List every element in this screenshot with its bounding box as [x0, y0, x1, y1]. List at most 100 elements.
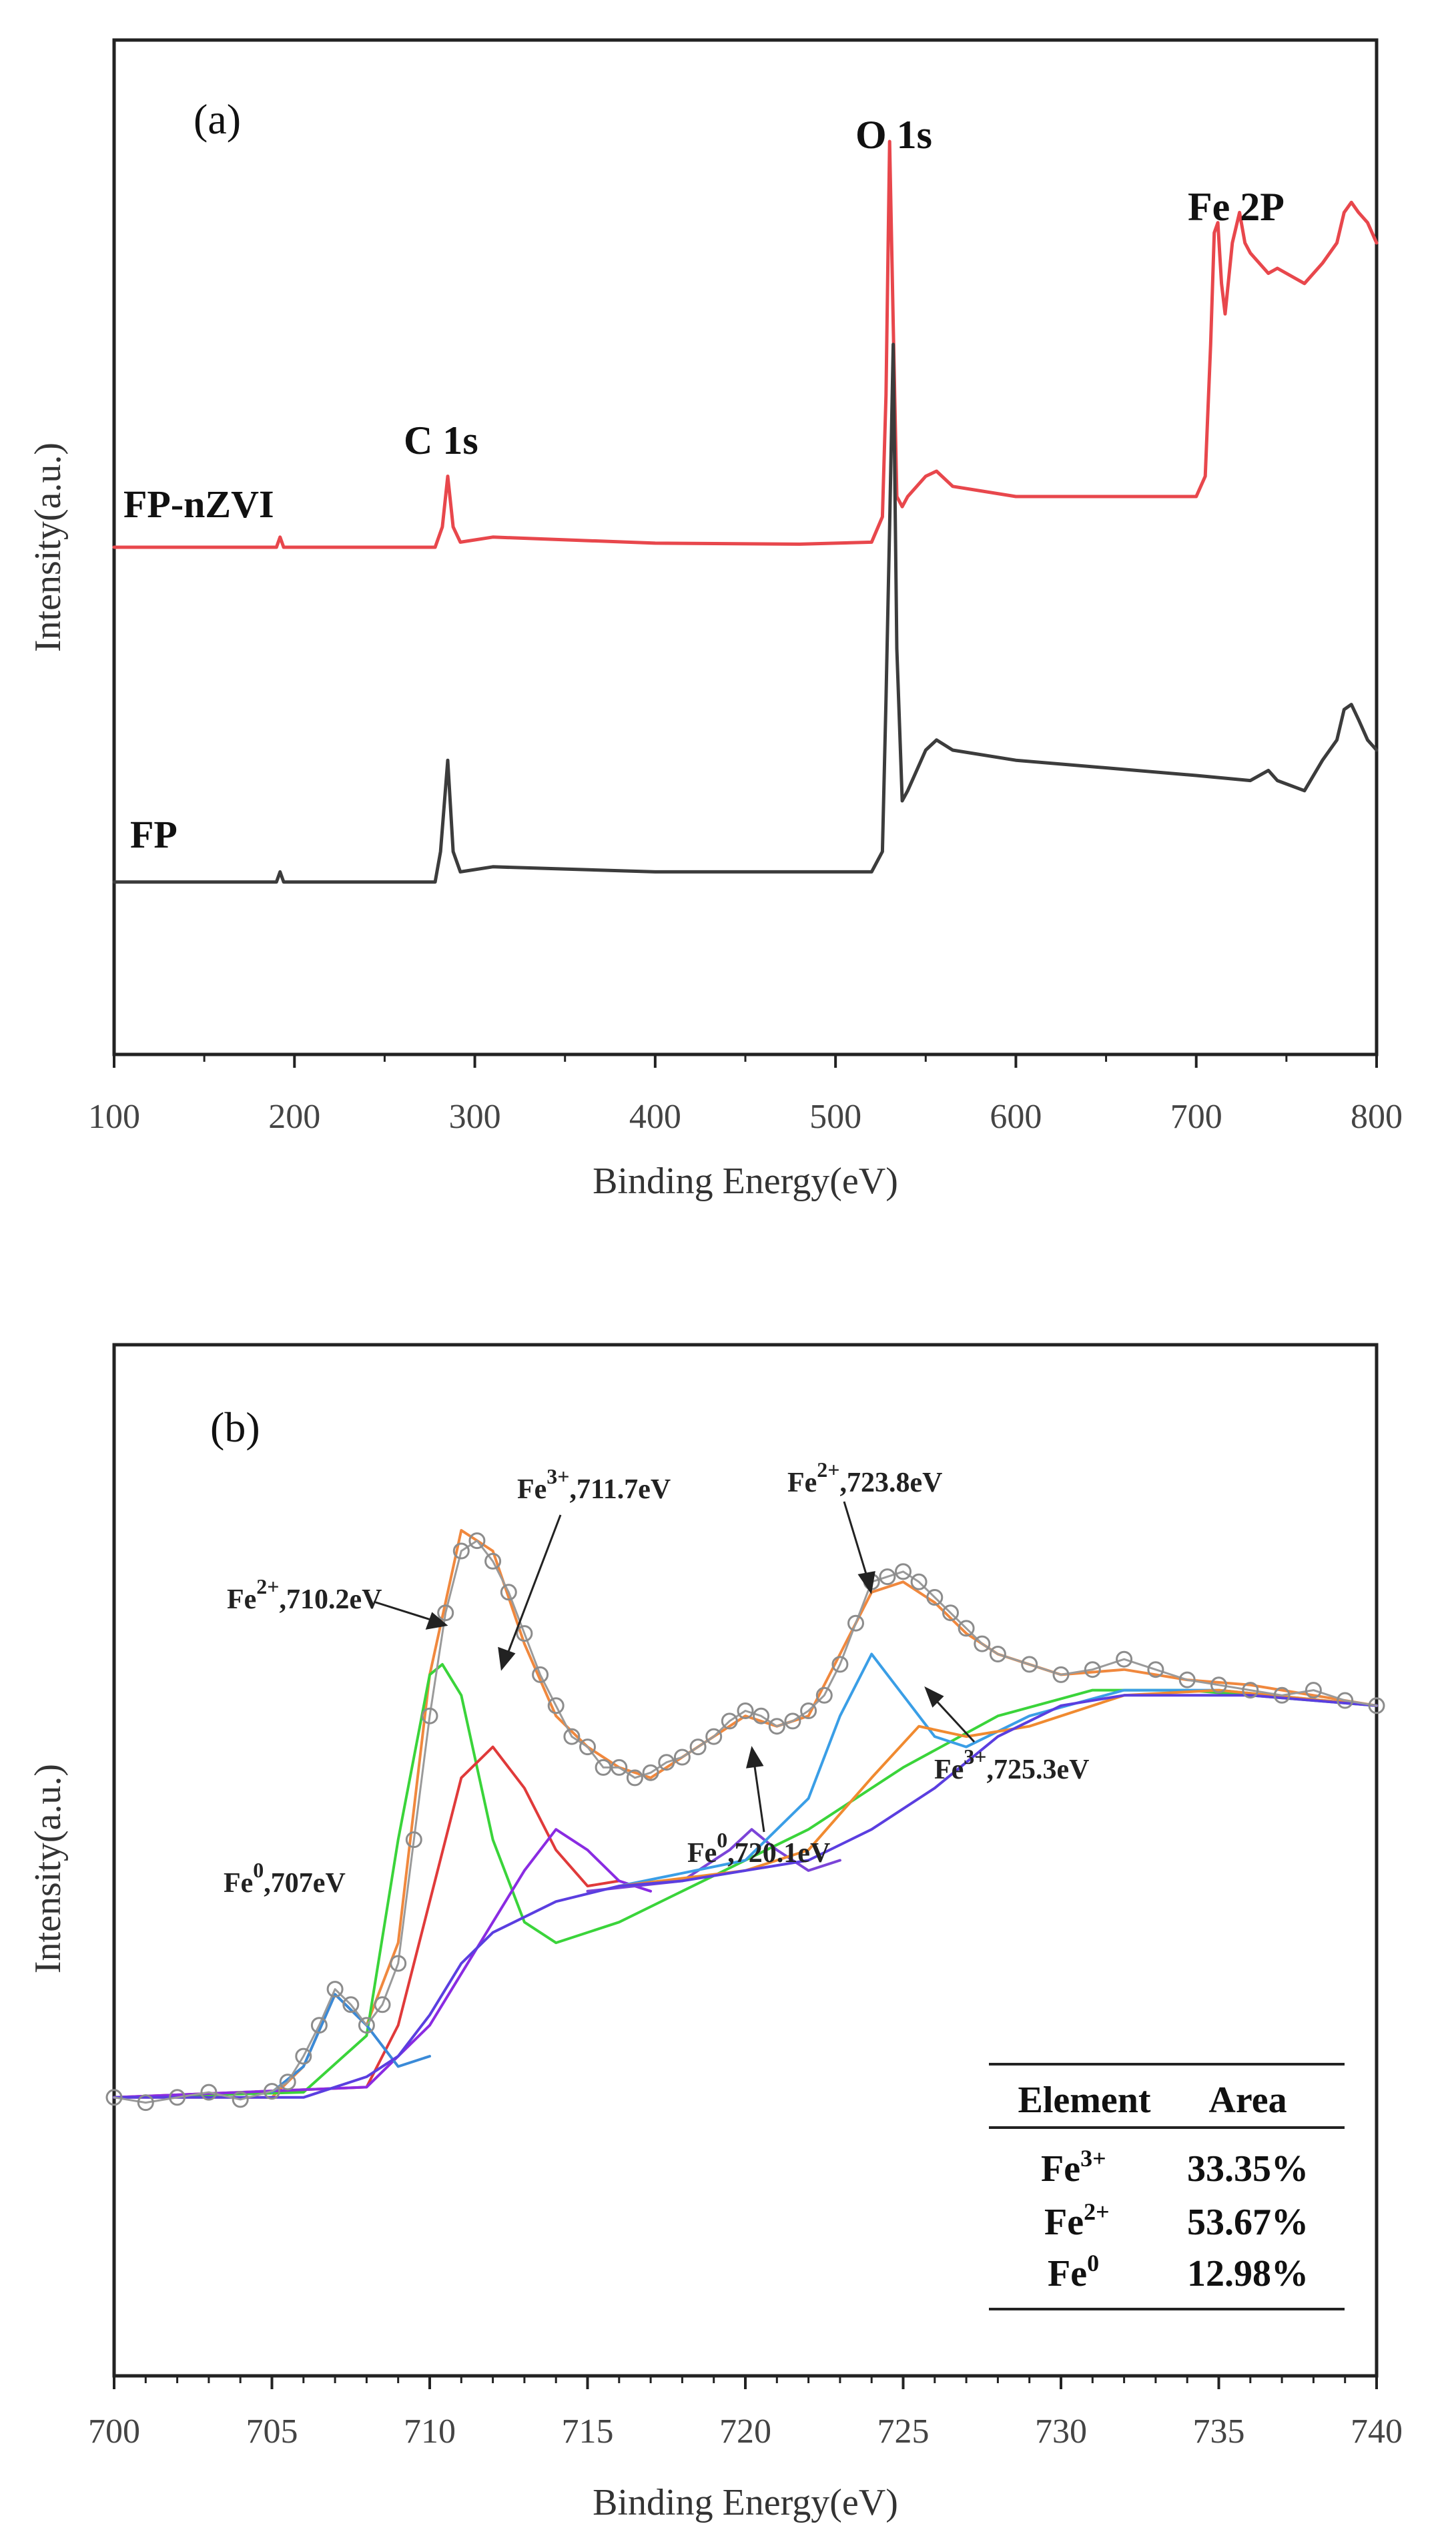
x-tick-label: 700: [88, 2413, 140, 2451]
annotation-arrows: [373, 1501, 976, 1833]
raw-data-point: [547, 1697, 565, 1714]
annotation-fe3-711: Fe3+,711.7eV: [517, 1464, 671, 1505]
raw-data-point: [1116, 1650, 1133, 1668]
raw-data-point: [1305, 1682, 1322, 1699]
raw-data-point: [516, 1625, 533, 1642]
area-table: Element Area Fe3+ 33.35% Fe2+ 53.67% Fe0…: [989, 2063, 1345, 2310]
annotation-fe2-723-ion: Fe: [787, 1468, 817, 1498]
raw-data-point: [1337, 1692, 1354, 1709]
raw-data-point: [673, 1749, 691, 1766]
series-line-fp: [112, 342, 1379, 884]
annotation-fe3-725-text: ,725.3eV: [987, 1755, 1090, 1785]
annotation-fe3-711-text: ,711.7eV: [570, 1474, 671, 1505]
annotation-fe3-711-ion: Fe: [517, 1474, 547, 1505]
raw-data-point: [753, 1707, 770, 1724]
panel-a-y-axis-title: Intensity(a.u.): [27, 442, 69, 652]
x-tick-label: 200: [268, 1098, 320, 1136]
raw-data-point: [1084, 1661, 1101, 1678]
series-line-fe2-710-2ev: [113, 1662, 1378, 2099]
raw-data-point: [405, 1831, 422, 1849]
raw-data-point: [1178, 1671, 1196, 1688]
raw-data-point: [279, 2074, 296, 2091]
arrow-fe3-725: [933, 1697, 976, 1743]
x-tick-label: 500: [809, 1098, 861, 1136]
annotation-fe2-710: Fe2+,710.2eV: [227, 1574, 382, 1615]
raw-data-point: [169, 2089, 186, 2106]
table-row-fe2-sup: 2+: [1084, 2198, 1110, 2225]
panel-b: (b) 700 705 710 715 720 725 730 735 740 Fe2+,710…: [27, 1343, 1403, 2523]
raw-data-point: [847, 1614, 864, 1632]
annotation-fe0-720-sup: 0: [717, 1828, 727, 1852]
annotation-fe2-723: Fe2+,723.8eV: [787, 1458, 943, 1498]
raw-data-point: [437, 1604, 454, 1622]
annotation-fe3-725: Fe3+,725.3eV: [934, 1745, 1090, 1785]
panel-b-y-axis-title: Intensity(a.u.): [27, 1764, 69, 1973]
panel-a-series: [112, 139, 1379, 884]
raw-data-point: [1273, 1686, 1291, 1704]
raw-data-point: [595, 1759, 612, 1776]
x-tick-label: 720: [719, 2413, 771, 2451]
raw-data-point: [310, 2017, 328, 2034]
raw-data-point: [1368, 1697, 1385, 1714]
panel-a-x-axis-title: Binding Energy(eV): [593, 1161, 898, 1202]
x-tick-label: 100: [88, 1098, 140, 1136]
raw-data-point: [626, 1769, 643, 1787]
raw-data-point: [421, 1707, 438, 1724]
series-label-fp-nzvi: FP-nZVI: [123, 483, 274, 526]
arrow-fe2-710: [373, 1600, 438, 1623]
table-row-fe0-area: 12.98%: [1187, 2253, 1309, 2294]
series-line-raw-data: [113, 1540, 1378, 2104]
raw-data-point: [879, 1568, 896, 1586]
annotation-fe0-720-text: ,720.1eV: [727, 1838, 830, 1869]
raw-data-point: [264, 2083, 280, 2100]
x-tick-label: 400: [629, 1098, 681, 1136]
raw-data-point: [926, 1589, 944, 1606]
raw-data-point: [326, 1981, 344, 1998]
raw-data-point: [358, 2017, 375, 2034]
raw-data-point: [895, 1563, 912, 1580]
raw-data-point: [942, 1604, 959, 1622]
raw-data-point: [1210, 1676, 1227, 1694]
series-line-fe3-711-7ev: [113, 1745, 621, 2099]
x-tick-label: 705: [246, 2413, 298, 2451]
panel-a-x-ticks: 100 200 300 400 500 600 700 800: [88, 1054, 1403, 1136]
raw-data-point: [910, 1573, 928, 1590]
x-tick-label: 600: [990, 1098, 1042, 1136]
annotation-fe2-710-ion: Fe: [227, 1584, 256, 1615]
annotation-fe0-707-text: ,707eV: [264, 1868, 345, 1899]
table-row-fe3-sup: 3+: [1080, 2145, 1106, 2172]
raw-data-point: [831, 1656, 849, 1673]
raw-data-point: [200, 2084, 218, 2101]
raw-data-point: [563, 1728, 581, 1745]
series-line-fe2-723-8ev: [617, 1652, 1378, 1888]
raw-data-point: [1021, 1656, 1038, 1673]
table-row-fe0-sup: 0: [1087, 2250, 1099, 2276]
series-line-fe3-725-3ev: [617, 1688, 1378, 1888]
raw-data-point: [452, 1542, 470, 1560]
peak-label-c1s: C 1s: [404, 418, 478, 462]
raw-data-point: [689, 1739, 707, 1756]
arrowhead-fe3-711: [498, 1646, 516, 1671]
annotation-fe0-720: Fe0,720.1eV: [687, 1828, 830, 1869]
table-row-fe0-ion: Fe: [1048, 2253, 1087, 2294]
annotation-fe2-710-sup: 2+: [256, 1574, 279, 1598]
annotation-fe3-725-ion: Fe: [934, 1755, 964, 1785]
raw-data-point: [737, 1702, 754, 1719]
table-row-fe0-element: Fe0: [1048, 2250, 1099, 2294]
raw-data-point: [232, 2091, 249, 2108]
annotation-fe2-710-text: ,710.2eV: [280, 1584, 382, 1615]
raw-data-point: [105, 2089, 123, 2106]
x-tick-label: 700: [1170, 1098, 1222, 1136]
x-tick-label: 735: [1193, 2413, 1245, 2451]
raw-data-point: [342, 1996, 360, 2013]
annotation-fe0-707-sup: 0: [253, 1858, 264, 1882]
arrowhead-fe2-710: [425, 1612, 448, 1630]
panel-b-tag: (b): [210, 1403, 260, 1451]
series-line-fe0-707ev: [270, 1993, 431, 2094]
annotation-fe3-725-sup: 3+: [964, 1745, 986, 1769]
raw-data-point: [705, 1728, 723, 1745]
raw-data-point: [374, 1996, 391, 2013]
table-row-fe3-element: Fe3+: [1041, 2145, 1106, 2190]
series-line-envelope: [113, 1529, 1378, 2099]
annotation-fe0-720-ion: Fe: [687, 1838, 717, 1869]
